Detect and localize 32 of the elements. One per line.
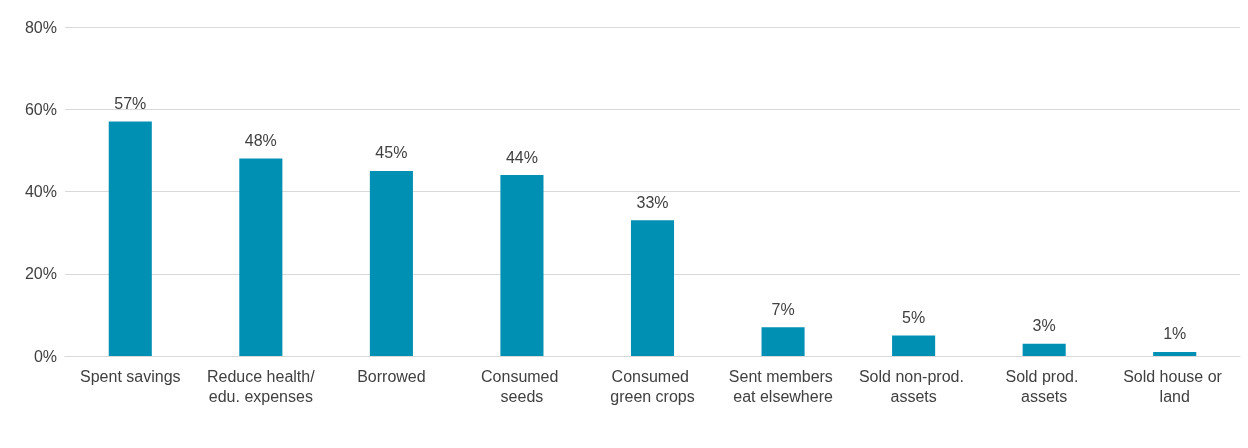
x-tick-label: Sold non-prod. assets — [858, 367, 969, 405]
data-label: 45% — [375, 144, 408, 162]
y-tick-label: 0% — [33, 347, 57, 365]
bar — [761, 327, 805, 356]
bar — [500, 175, 544, 356]
data-label: 5% — [902, 308, 926, 326]
bar — [108, 121, 152, 356]
data-label: 33% — [636, 193, 669, 211]
data-label: 1% — [1163, 325, 1187, 343]
x-tick-label: Sold house or land — [1123, 367, 1227, 405]
x-tick-label: Spent savings — [80, 367, 181, 385]
data-label: 7% — [771, 300, 795, 318]
x-tick-label: Consumed seeds — [481, 367, 563, 405]
data-label: 57% — [114, 95, 147, 113]
x-tick-label: Borrowed — [357, 367, 426, 385]
x-tick-label: Reduce health/edu. expenses — [207, 367, 316, 405]
x-tick-label: Sold prod. assets — [1005, 367, 1083, 405]
bar — [1022, 343, 1066, 356]
bar — [239, 158, 283, 356]
data-label: 3% — [1032, 317, 1056, 335]
data-label: 44% — [505, 148, 538, 166]
bar — [369, 170, 413, 356]
x-tick-label: Sent members eat elsewhere — [728, 367, 838, 405]
y-tick-label: 60% — [24, 100, 57, 118]
x-tick-label: Consumed green crops — [610, 367, 695, 405]
y-tick-label: 40% — [24, 183, 57, 200]
y-tick-label: 80% — [24, 18, 57, 36]
bar — [1153, 351, 1197, 356]
bar — [630, 220, 675, 356]
bar — [892, 335, 936, 356]
data-label: 48% — [244, 132, 277, 150]
y-tick-label: 20% — [24, 265, 57, 283]
